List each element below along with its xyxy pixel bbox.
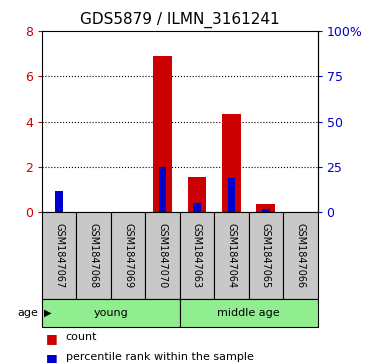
Bar — [180, 299, 318, 327]
Text: middle age: middle age — [217, 308, 280, 318]
Bar — [256, 204, 275, 212]
Bar — [262, 209, 270, 212]
Bar — [159, 167, 166, 212]
Text: ■: ■ — [46, 352, 57, 363]
Bar — [153, 56, 172, 212]
Text: GSM1847065: GSM1847065 — [261, 223, 271, 289]
Bar — [214, 212, 249, 299]
Bar — [76, 212, 111, 299]
Title: GDS5879 / ILMN_3161241: GDS5879 / ILMN_3161241 — [80, 12, 280, 28]
Text: GSM1847064: GSM1847064 — [226, 223, 237, 289]
Text: ■: ■ — [46, 332, 57, 345]
Text: young: young — [93, 308, 128, 318]
Bar — [228, 178, 235, 212]
Bar — [188, 177, 207, 212]
Bar — [193, 203, 201, 212]
Bar — [55, 191, 63, 212]
Text: GSM1847066: GSM1847066 — [295, 223, 306, 289]
Text: ▶: ▶ — [44, 308, 51, 318]
Bar — [180, 212, 214, 299]
Text: GSM1847069: GSM1847069 — [123, 223, 133, 289]
Text: GSM1847067: GSM1847067 — [54, 223, 64, 289]
Text: age: age — [18, 308, 38, 318]
Text: GSM1847070: GSM1847070 — [158, 223, 168, 289]
Text: GSM1847063: GSM1847063 — [192, 223, 202, 289]
Bar — [145, 212, 180, 299]
Bar — [283, 212, 318, 299]
Text: GSM1847068: GSM1847068 — [89, 223, 99, 289]
Bar — [111, 212, 145, 299]
Bar — [42, 299, 180, 327]
Bar — [249, 212, 283, 299]
Bar — [222, 114, 241, 212]
Text: count: count — [66, 332, 97, 342]
Bar — [42, 212, 76, 299]
Text: percentile rank within the sample: percentile rank within the sample — [66, 352, 254, 362]
